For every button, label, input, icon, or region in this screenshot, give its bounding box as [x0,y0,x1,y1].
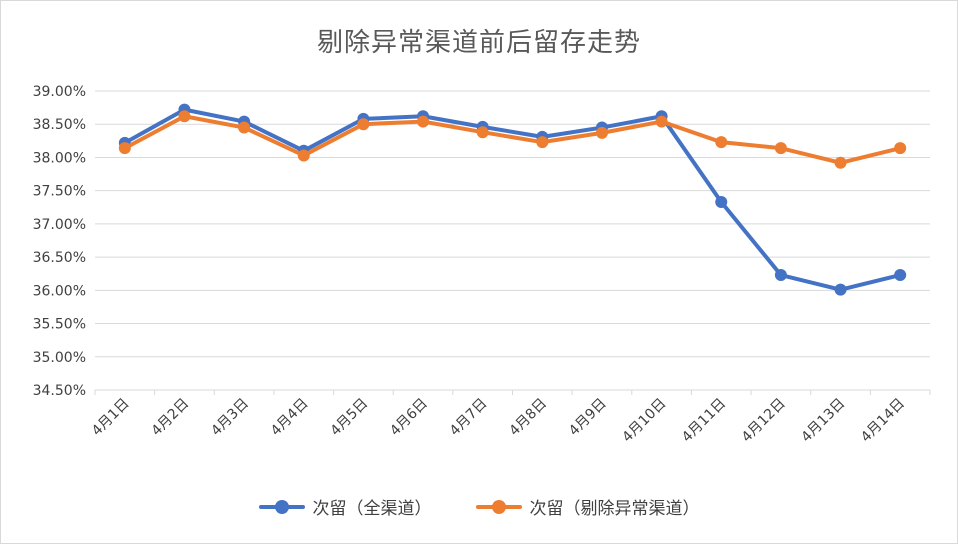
data-point[interactable] [774,269,787,282]
data-point[interactable] [715,195,728,208]
y-axis-ticks: 34.50% 35.00% 35.50% 36.00% 36.50% 37.00% 37.5… [33,84,86,399]
x-tick-label: 4月10日 [619,396,669,446]
data-point[interactable] [238,121,251,134]
y-tick-label: 36.00% [33,283,86,299]
x-tick-label: 4月4日 [268,396,312,440]
legend-item-all-channels[interactable]: 次留（全渠道） [258,494,432,519]
x-tick-label: 4月3日 [208,396,252,440]
x-tick-label: 4月8日 [506,396,550,440]
x-tick-label: 4月11日 [679,396,729,446]
data-point[interactable] [297,149,310,162]
y-tick-label: 35.00% [33,350,86,366]
x-tick-label: 4月9日 [566,396,610,440]
x-tick-label: 4月2日 [149,396,193,440]
data-point[interactable] [178,110,191,123]
x-tick-label: 4月13日 [798,396,848,446]
gridlines [94,90,931,395]
chart-title: 剔除异常渠道前后留存走势 [316,28,641,58]
x-axis-ticks: 4月1日 4月2日 4月3日 4月4日 4月5日 4月6日 4月7日 4月8日 4月9日 4月10… [89,396,908,446]
y-tick-label: 36.50% [33,250,86,266]
series-line [122,107,903,292]
legend-swatch-all-channels [258,499,305,514]
legend-item-filtered-channels[interactable]: 次留（剔除异常渠道） [475,494,700,519]
y-tick-label: 35.50% [33,317,86,333]
x-tick-label: 4月7日 [447,396,491,440]
series-line [122,114,903,165]
y-tick-label: 34.50% [33,383,86,399]
y-tick-label: 39.00% [33,84,86,100]
data-point[interactable] [536,136,549,149]
data-point[interactable] [595,126,608,139]
data-point[interactable] [417,115,430,128]
y-tick-label: 38.00% [33,150,86,166]
series-1 [118,110,907,169]
legend-label-all-channels: 次留（全渠道） [312,499,432,519]
x-tick-label: 4月1日 [89,396,133,440]
y-tick-label: 37.50% [33,184,86,200]
y-tick-label: 38.50% [33,117,86,133]
data-point[interactable] [118,142,131,155]
data-point[interactable] [834,156,847,169]
x-tick-label: 4月6日 [387,396,431,440]
data-point[interactable] [715,136,728,149]
data-point[interactable] [357,118,370,131]
legend-swatch-filtered-channels [475,499,522,514]
data-point[interactable] [476,126,489,139]
y-tick-label: 37.00% [33,217,86,233]
data-point[interactable] [774,142,787,155]
series-group [118,103,907,296]
data-point[interactable] [894,142,907,155]
legend-label-filtered-channels: 次留（剔除异常渠道） [529,499,700,519]
data-point[interactable] [655,115,668,128]
x-tick-label: 4月5日 [328,396,372,440]
x-tick-label: 4月14日 [858,396,908,446]
data-point[interactable] [834,283,847,296]
legend: 次留（全渠道） 次留（剔除异常渠道） [0,494,958,519]
x-tick-label: 4月12日 [739,396,789,446]
data-point[interactable] [894,269,907,282]
series-0 [118,103,907,296]
